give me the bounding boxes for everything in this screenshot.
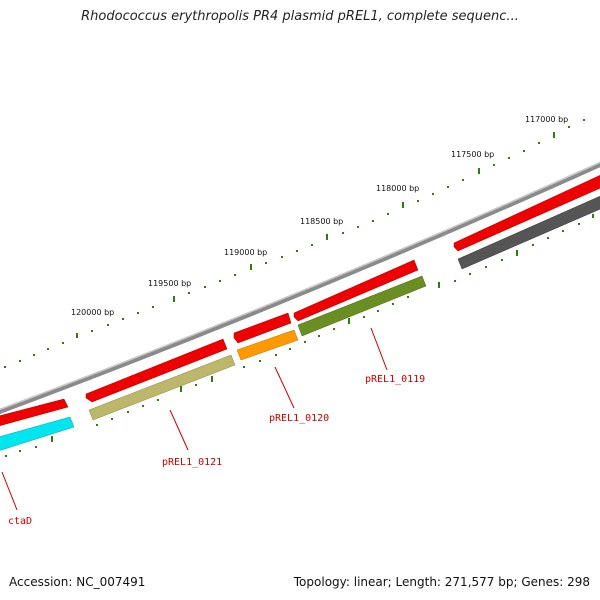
sequence-stats-text: Topology: linear; Length: 271,577 bp; Ge… [293, 575, 590, 589]
tick-label: 117000 bp [525, 115, 568, 124]
sequence-backbone [0, 161, 600, 414]
gene-pREL1_0120[interactable] [236, 329, 299, 361]
gene-pREL1_0121[interactable] [88, 354, 236, 421]
tick-label: 119000 bp [224, 248, 267, 257]
cds-feature[interactable] [85, 338, 228, 403]
cds-feature[interactable] [0, 398, 69, 427]
gene-ctaD[interactable] [0, 416, 75, 452]
gene-pREL1_0119[interactable] [297, 275, 427, 337]
scale-tick-labels: 117000 bp 117500 bp 118000 bp 118500 bp … [71, 115, 568, 317]
gene-label-ctaD[interactable]: ctaD [8, 516, 32, 527]
gene-label-pREL1_0120[interactable]: pREL1_0120 [269, 413, 329, 424]
accession-text: Accession: NC_007491 [9, 575, 146, 589]
tick-label: 119500 bp [148, 279, 191, 288]
tick-label: 118000 bp [376, 184, 419, 193]
gene-track[interactable] [0, 194, 600, 452]
tick-label: 118500 bp [300, 217, 343, 226]
gene-label-pREL1_0121[interactable]: pREL1_0121 [162, 457, 222, 468]
inner-ticks [5, 214, 594, 457]
tick-label: 120000 bp [71, 308, 114, 317]
gene-label-pREL1_0119[interactable]: pREL1_0119 [365, 374, 425, 385]
label-leaders [1, 327, 388, 511]
scale-ticks [4, 119, 585, 368]
tick-label: 117500 bp [451, 150, 494, 159]
cds-feature[interactable] [453, 173, 600, 252]
gene-unlabeled[interactable] [457, 194, 600, 270]
cds-feature[interactable] [233, 312, 292, 344]
map-title: Rhodococcus erythropolis PR4 plasmid pRE… [81, 9, 519, 24]
cds-track-forward[interactable] [0, 173, 600, 427]
cds-feature[interactable] [293, 259, 419, 322]
